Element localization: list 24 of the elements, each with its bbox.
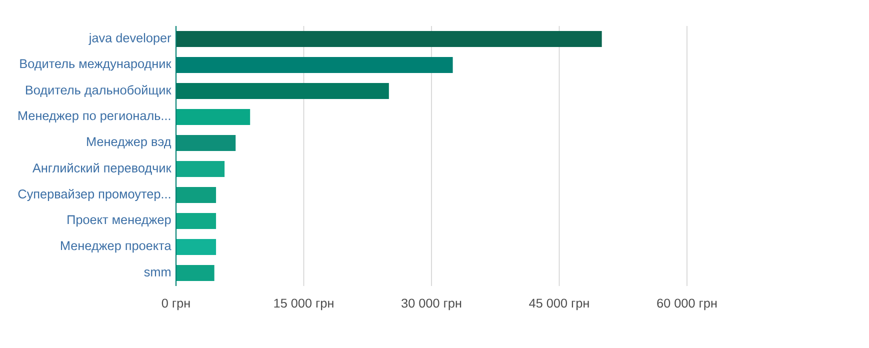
bar (176, 186, 216, 203)
bar (176, 264, 214, 281)
x-tick-label: 15 000 грн (274, 298, 334, 310)
x-tick-label: 45 000 грн (529, 298, 589, 310)
x-tick-label: 60 000 грн (657, 298, 717, 310)
y-tick-label: Супервайзер промоутер... (18, 188, 170, 202)
bar (176, 82, 389, 99)
y-tick-label: Менеджер проекта (60, 241, 172, 253)
bar (176, 134, 236, 151)
x-tick-label: 0 грн (162, 298, 190, 310)
y-tick-label: java developer (88, 33, 172, 45)
y-tick-label: Менеджер вэд (87, 137, 172, 149)
y-tick-label: Проект менеджер (68, 215, 171, 227)
bar (176, 160, 225, 177)
y-tick-label: Водитель дальнобойщик (26, 85, 172, 97)
y-tick-label: Английский переводчик (32, 162, 172, 176)
y-tick-label: Водитель международник (20, 59, 172, 71)
bar (176, 108, 250, 125)
bar (176, 212, 216, 229)
y-tick-label: smm (144, 270, 170, 276)
y-tick-label: Менеджер по региональ... (18, 111, 170, 123)
x-tick-label: 30 000 грн (402, 298, 462, 310)
bar (176, 30, 602, 47)
bar (176, 238, 216, 255)
